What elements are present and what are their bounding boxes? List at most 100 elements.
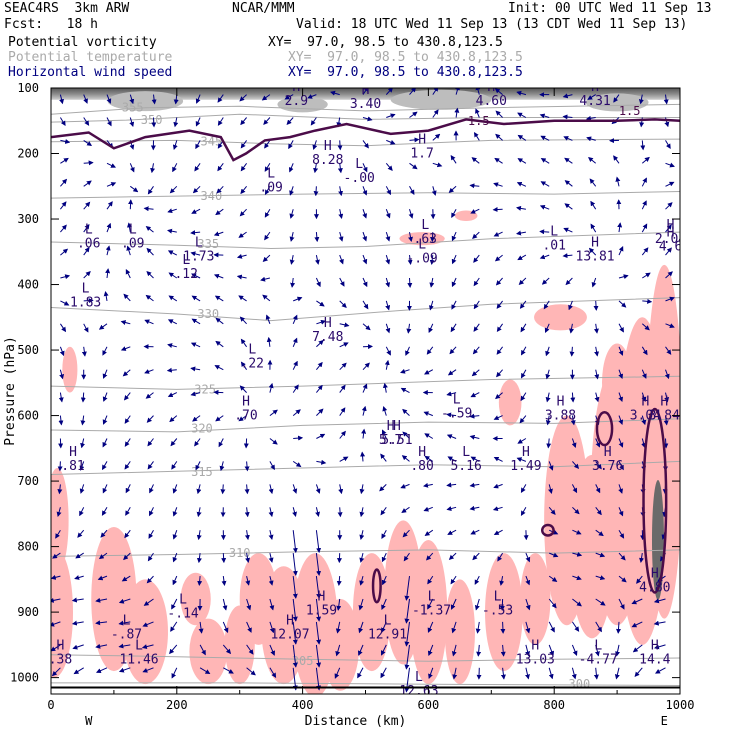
wind-vector <box>588 247 597 256</box>
wind-vector <box>223 667 234 674</box>
wind-vector <box>587 94 596 100</box>
wind-vector <box>196 553 202 564</box>
wind-vector <box>408 232 413 242</box>
wind-vector <box>517 254 527 261</box>
wind-vector <box>472 231 480 239</box>
pink-shade-patch <box>520 553 551 645</box>
wind-vector <box>618 323 624 333</box>
wind-vector <box>595 529 604 537</box>
wind-vector <box>167 343 177 349</box>
extremum-type: L <box>428 589 436 604</box>
wind-vector <box>339 277 345 287</box>
wind-vector <box>121 575 131 582</box>
field-name-pv: Potential vorticity <box>8 35 157 50</box>
wind-vector <box>240 338 248 348</box>
extremum-type: H <box>362 83 370 98</box>
wind-vector <box>548 621 555 633</box>
wind-vector <box>167 250 178 256</box>
wind-vector <box>358 621 364 634</box>
wind-vector <box>494 157 503 164</box>
wind-vector <box>143 206 154 212</box>
wind-vector <box>362 323 371 331</box>
wind-vector <box>171 598 178 610</box>
extremum-label: H.70 <box>234 395 257 424</box>
x-tick-label: 200 <box>166 698 188 712</box>
extremum-value: 5.16 <box>450 459 481 474</box>
wind-vector <box>516 181 527 187</box>
wind-vector <box>451 231 457 242</box>
wind-vector <box>495 277 503 286</box>
wind-vector <box>432 109 439 118</box>
theta-contour-label: 355 <box>122 101 144 115</box>
wind-vector <box>385 88 394 95</box>
wind-vector <box>173 94 179 105</box>
wind-vector <box>385 231 391 242</box>
wind-vector <box>316 408 324 416</box>
wind-vector <box>641 177 647 187</box>
wind-vector <box>384 359 390 370</box>
pv-contour-line <box>51 118 680 162</box>
wind-vector <box>238 415 247 422</box>
wind-vector <box>307 94 317 99</box>
wind-vector <box>618 552 626 561</box>
extremum-type: L <box>462 445 470 460</box>
wind-vector <box>424 529 434 536</box>
wind-vector <box>313 163 319 174</box>
wind-vector <box>60 157 69 164</box>
wind-vector <box>595 461 602 470</box>
extremum-label: H7.48 <box>312 316 343 345</box>
wind-vector <box>424 369 434 375</box>
extremum-type: L <box>182 253 190 268</box>
wind-vector <box>146 270 154 279</box>
wind-vector <box>641 323 650 331</box>
wind-vector <box>517 112 527 118</box>
wind-vector <box>613 155 620 164</box>
wind-vector <box>572 598 582 607</box>
wind-vector <box>595 621 602 633</box>
extremum-value: .09 <box>259 181 282 196</box>
extremum-type: L <box>248 342 256 357</box>
wind-vector <box>382 406 388 416</box>
wind-vector <box>289 254 295 265</box>
wind-vector <box>454 107 460 118</box>
wind-vector <box>517 158 527 164</box>
theta-contour-label: 300 <box>569 677 591 691</box>
extremum-label: H2.9 <box>285 88 308 109</box>
wind-vector <box>548 598 557 609</box>
wind-vector <box>386 139 396 145</box>
wind-vector <box>95 667 108 673</box>
wind-vector <box>262 294 271 302</box>
wind-vector <box>631 621 643 628</box>
extremum-value: 5.7 <box>379 433 402 448</box>
wind-vector <box>427 621 434 633</box>
wind-vector <box>539 229 550 235</box>
extremum-value: 4.31 <box>579 94 610 109</box>
wind-vector <box>362 163 368 173</box>
wind-vector <box>269 438 278 445</box>
wind-vector <box>595 598 606 606</box>
wind-vector <box>129 163 135 173</box>
extremum-value: .63 <box>414 232 437 247</box>
wind-vector <box>141 644 154 650</box>
wind-vector <box>315 277 321 288</box>
theta-contour-line <box>51 654 680 662</box>
wind-vector <box>564 180 573 187</box>
wind-vector <box>545 369 551 380</box>
wind-vector <box>195 461 201 471</box>
wind-vector <box>571 667 577 680</box>
wind-vector <box>192 185 201 194</box>
wind-vector <box>214 365 224 371</box>
wind-vector <box>172 507 178 517</box>
upper-shade-band <box>51 88 680 100</box>
wind-vector <box>127 222 132 233</box>
wind-vector <box>265 314 271 324</box>
field-xy-wind: XY= 97.0, 98.5 to 430.8,123.5 <box>288 65 523 80</box>
wind-vector <box>641 223 648 233</box>
wind-vector <box>339 407 346 416</box>
wind-vector <box>124 461 131 470</box>
wind-vector <box>385 186 391 196</box>
wind-vector <box>169 644 178 655</box>
extremum-value: 7.48 <box>312 330 343 345</box>
wind-vector <box>546 438 552 449</box>
wind-vector <box>263 117 271 125</box>
